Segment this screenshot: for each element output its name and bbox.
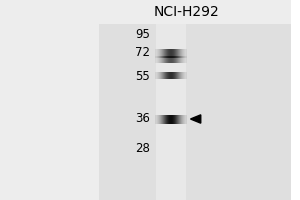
Text: 36: 36 [135, 112, 150, 126]
Text: 55: 55 [135, 71, 150, 84]
Polygon shape [190, 115, 201, 123]
Text: NCI-H292: NCI-H292 [153, 5, 219, 19]
Text: 72: 72 [135, 46, 150, 60]
Text: 95: 95 [135, 28, 150, 42]
Text: 28: 28 [135, 142, 150, 154]
